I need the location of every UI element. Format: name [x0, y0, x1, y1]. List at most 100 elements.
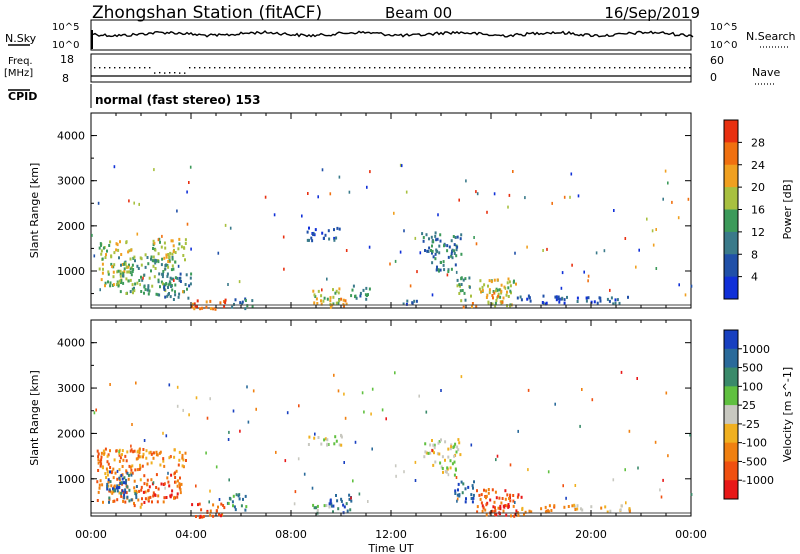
data-cell: [591, 398, 594, 402]
colorbar-tick-label: 500: [742, 362, 763, 375]
data-cell: [164, 295, 167, 299]
data-cell: [512, 504, 515, 508]
data-cell: [316, 504, 319, 508]
nave-dot: [234, 67, 236, 69]
data-cell: [99, 479, 102, 483]
data-cell: [113, 165, 116, 169]
data-cell: [173, 455, 176, 459]
x-tick-label: 20:00: [575, 528, 607, 541]
data-cell: [176, 385, 179, 389]
data-cell: [162, 273, 164, 276]
data-cell: [112, 283, 115, 287]
data-cell: [140, 485, 143, 489]
data-cell: [405, 190, 408, 194]
data-cell: [475, 190, 477, 194]
data-cell: [308, 226, 310, 230]
data-cell: [499, 504, 502, 508]
nave-dot: [679, 67, 681, 69]
nave-dot: [394, 67, 396, 69]
nave-dot: [559, 67, 561, 69]
data-cell: [129, 465, 132, 469]
data-cell: [157, 260, 160, 264]
data-cell: [561, 296, 564, 300]
data-cell: [566, 295, 568, 299]
data-cell: [147, 496, 150, 500]
data-cell: [161, 275, 164, 279]
nave-dot: [404, 67, 406, 69]
data-cell: [528, 509, 531, 513]
data-cell: [99, 242, 102, 246]
data-cell: [206, 416, 209, 420]
data-cell: [174, 260, 177, 264]
data-cell: [497, 294, 500, 298]
data-cell: [517, 513, 520, 517]
data-cell: [100, 278, 103, 282]
data-cell: [232, 504, 234, 508]
data-cell: [624, 468, 626, 472]
data-cell: [129, 257, 132, 261]
nave-dot: [214, 67, 216, 69]
data-cell: [159, 463, 162, 467]
data-cell: [241, 302, 243, 306]
data-cell: [426, 249, 429, 253]
data-cell: [425, 410, 428, 414]
nave-dot: [344, 67, 346, 69]
data-cell: [178, 292, 181, 296]
data-cell: [205, 451, 207, 455]
data-cell: [526, 297, 529, 301]
data-cell: [470, 497, 473, 500]
data-cell: [439, 239, 442, 243]
data-cell: [540, 507, 543, 511]
data-cell: [432, 240, 435, 244]
data-cell: [555, 298, 558, 302]
data-cell: [130, 468, 133, 472]
data-cell: [479, 279, 482, 283]
data-cell: [163, 482, 166, 486]
data-cell: [113, 251, 116, 255]
nsearch-top-tick: 10^5: [710, 22, 737, 33]
data-cell: [189, 165, 192, 169]
data-cell: [212, 514, 215, 518]
data-cell: [234, 298, 237, 302]
data-cell: [273, 213, 276, 217]
data-cell: [418, 394, 420, 398]
data-cell: [520, 495, 523, 499]
nave-dot: [349, 67, 351, 69]
y-tick-label: 2000: [57, 220, 85, 233]
data-cell: [348, 190, 351, 194]
data-cell: [526, 245, 528, 249]
data-cell: [652, 243, 655, 247]
data-cell: [454, 492, 457, 495]
data-cell: [146, 462, 149, 466]
data-cell: [385, 417, 387, 421]
data-cell: [504, 497, 507, 501]
data-cell: [457, 438, 460, 442]
data-cell: [687, 197, 690, 201]
nave-dot: [179, 72, 181, 74]
data-cell: [142, 455, 144, 459]
data-cell: [450, 443, 453, 447]
data-cell: [577, 194, 580, 198]
data-cell: [184, 451, 187, 455]
data-cell: [135, 485, 138, 488]
data-cell: [297, 457, 300, 461]
data-cell: [308, 435, 311, 439]
data-cell: [135, 489, 138, 493]
data-cell: [167, 283, 170, 287]
y-tick-label: 1000: [57, 473, 85, 486]
data-cell: [282, 235, 285, 239]
data-cell: [119, 456, 122, 460]
data-cell: [120, 474, 123, 477]
data-cell: [152, 255, 155, 259]
data-cell: [130, 266, 133, 270]
nave-dot: [589, 67, 591, 69]
data-cell: [563, 195, 566, 199]
data-cell: [471, 484, 474, 488]
data-cell: [487, 491, 490, 495]
data-cell: [98, 486, 101, 490]
data-cell: [438, 452, 441, 456]
data-cell: [481, 285, 484, 289]
data-cell: [197, 503, 199, 507]
data-cell: [553, 504, 556, 508]
data-cell: [478, 287, 481, 291]
